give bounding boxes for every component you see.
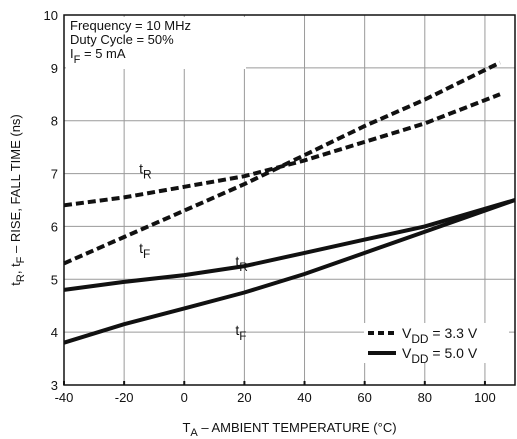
conditions-background [66,17,246,69]
y-tick-label: 3 [51,378,58,393]
y-tick-label: 10 [44,8,58,23]
series-line-tR-50V [63,198,516,292]
y-axis-title: tR, tF – RISE, FALL TIME (ns) [8,114,27,286]
y-tick-label: 8 [51,114,58,129]
x-tick-label: 20 [237,390,251,405]
condition-text: Frequency = 10 MHz [70,18,191,33]
condition-text: Duty Cycle = 50% [70,32,174,47]
series-group [63,60,516,345]
legend-label: VDD = 5.0 V [402,345,478,366]
x-axis-title: TA – AMBIENT TEMPERATURE (°C) [182,420,396,439]
series-line-tF-50V [63,198,516,345]
curve-labels: tR tF tR tF [139,161,248,343]
x-tick-label: -40 [55,390,74,405]
curve-label-tF: tF [139,240,150,261]
x-tick-label: 100 [474,390,496,405]
y-tick-label: 4 [51,325,58,340]
series-line-tF-33V [63,60,501,266]
legend-label: VDD = 3.3 V [402,325,478,346]
condition-text: IF = 5 mA [70,46,126,66]
curve-label-tF: tF [235,322,246,343]
y-tick-label: 6 [51,219,58,234]
x-tick-label: 60 [357,390,371,405]
legend-background [364,323,509,363]
x-tick-label: 80 [418,390,432,405]
series-line-tR-33V [63,92,501,208]
curve-label-tR: tR [235,253,248,274]
x-tick-label: -20 [115,390,134,405]
y-tick-label: 9 [51,61,58,76]
x-tick-label: 40 [297,390,311,405]
x-tick-label: 0 [181,390,188,405]
y-tick-label: 7 [51,167,58,182]
y-tick-label: 5 [51,272,58,287]
axis-titles: TA – AMBIENT TEMPERATURE (°C) tR, tF – RI… [8,114,397,439]
ticks: -40 -20 0 20 40 60 80 100 3 4 5 6 7 8 9 10 [44,8,496,405]
curve-label-tR: tR [139,161,152,182]
